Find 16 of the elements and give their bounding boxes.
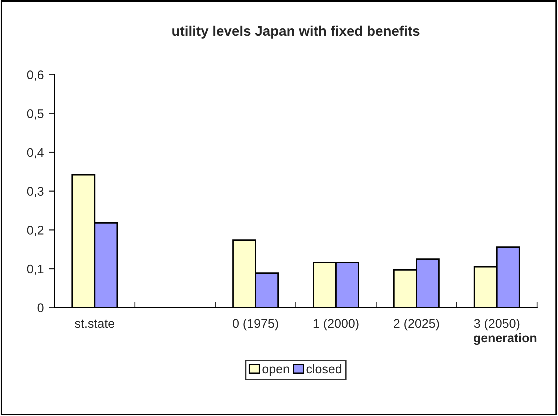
y-tick-label: 0,4: [27, 148, 44, 159]
x-tick-label: 0 (1975): [233, 318, 278, 331]
chart-title: utility levels Japan with fixed benefits: [172, 26, 420, 39]
legend-label: closed: [306, 364, 342, 374]
x-tick-label: 2 (2025): [394, 318, 440, 331]
y-tick-label: 0,3: [27, 187, 44, 198]
y-tick-label: 0,6: [27, 70, 44, 82]
y-tick-label: 0,5: [27, 110, 44, 120]
y-tick-label: 0,2: [27, 226, 44, 236]
legend-label: open: [262, 366, 290, 376]
x-tick-label: 1 (2000): [314, 318, 359, 331]
x-axis-title: generation: [474, 333, 537, 346]
x-tick-label: st.state: [75, 320, 114, 328]
y-tick-label: 0,1: [27, 264, 44, 276]
x-tick-label: 3 (2050): [474, 318, 520, 331]
y-tick-label: 0: [38, 304, 44, 312]
